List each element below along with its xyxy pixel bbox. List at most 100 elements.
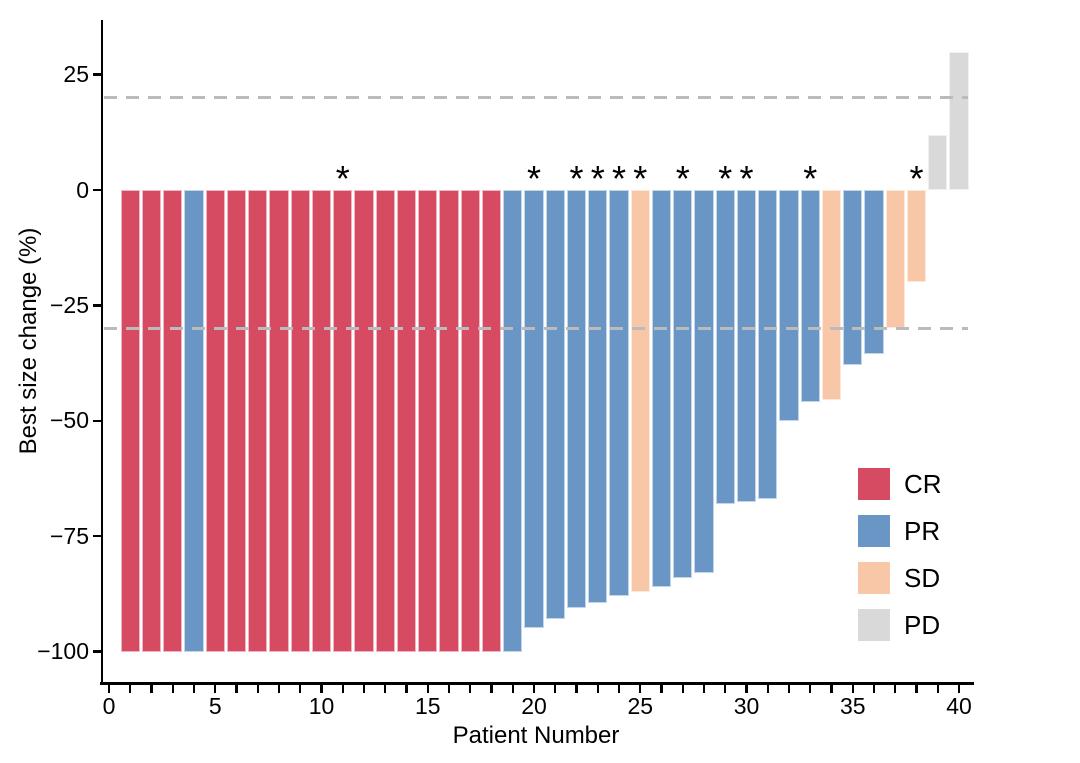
bar-patient-9-cr: [290, 190, 310, 652]
bar-patient-5-cr: [205, 190, 225, 652]
reference-line-plus20: [104, 96, 968, 100]
x-tick-30: [745, 685, 748, 693]
x-tick-26: [660, 685, 663, 693]
x-tick-34: [830, 685, 833, 693]
x-tick-16: [447, 685, 451, 693]
x-tick-label-25: 25: [627, 693, 654, 719]
x-axis-line: [99, 682, 974, 686]
x-tick-9: [299, 685, 302, 693]
x-tick-33: [809, 685, 812, 693]
x-tick-5: [214, 685, 217, 693]
asterisk-patient-20: *: [526, 158, 541, 199]
legend-swatch-cr: [858, 468, 890, 500]
y-tick--100: [92, 650, 101, 653]
bar-patient-38-sd: [906, 190, 927, 283]
y-tick-label--75: −75: [49, 522, 89, 549]
y-tick--25: [92, 304, 101, 307]
x-tick-8: [277, 685, 281, 693]
bar-patient-1-cr: [120, 190, 140, 652]
x-tick-0: [107, 685, 111, 693]
x-tick-4: [192, 685, 196, 693]
x-axis-title: Patient Number: [452, 722, 620, 749]
y-tick--75: [92, 534, 101, 538]
bar-patient-39-pd: [928, 134, 948, 190]
legend-swatch-pd: [858, 609, 890, 641]
x-tick-29: [724, 685, 727, 693]
bar-patient-14-cr: [396, 190, 417, 652]
bar-patient-31-pr: [758, 190, 778, 500]
x-tick-23: [596, 685, 599, 693]
y-tick-label-25: 25: [63, 61, 89, 88]
asterisk-patient-23: *: [590, 158, 605, 199]
bar-patient-35-pr: [843, 190, 863, 366]
asterisk-patient-11: *: [335, 158, 350, 199]
x-tick-21: [554, 685, 557, 693]
x-tick-18: [490, 685, 493, 693]
x-tick-37: [894, 685, 897, 693]
y-tick--50: [92, 419, 101, 422]
x-tick-14: [405, 685, 408, 693]
bar-patient-13-cr: [375, 190, 395, 652]
bar-patient-11-cr: [333, 190, 353, 652]
y-axis-line: [100, 20, 104, 685]
bar-patient-37-sd: [885, 190, 905, 329]
asterisk-patient-24: *: [611, 158, 626, 199]
legend-label-pd: PD: [904, 610, 941, 640]
y-tick-label-0: 0: [76, 176, 89, 203]
x-tick-32: [787, 685, 791, 693]
y-tick-0: [92, 188, 101, 192]
x-tick-20: [532, 685, 536, 693]
bar-patient-6-cr: [226, 190, 247, 652]
x-tick-12: [362, 685, 366, 693]
x-tick-15: [426, 685, 429, 693]
bar-patient-27-pr: [673, 190, 693, 578]
bar-patient-34-sd: [821, 190, 842, 400]
y-axis-title: Best size change (%): [15, 227, 42, 455]
x-tick-label-15: 15: [414, 693, 441, 719]
bar-patient-19-pr: [503, 190, 523, 652]
x-tick-7: [256, 685, 259, 693]
bar-patient-23-pr: [588, 190, 608, 604]
bar-patient-26-pr: [651, 190, 672, 587]
asterisk-patient-30: *: [739, 158, 754, 199]
x-tick-label-40: 40: [946, 693, 972, 719]
x-tick-35: [851, 685, 854, 693]
x-tick-24: [617, 685, 621, 693]
asterisk-patient-22: *: [569, 158, 584, 199]
asterisk-patient-27: *: [675, 158, 690, 199]
bar-patient-7-cr: [248, 190, 268, 652]
x-tick-3: [171, 685, 174, 693]
bar-patient-15-cr: [418, 190, 438, 652]
bar-patient-22-pr: [566, 190, 587, 608]
bar-patient-25-sd: [630, 190, 650, 592]
x-tick-17: [469, 685, 472, 693]
bar-patient-10-cr: [311, 190, 332, 652]
y-tick-label--100: −100: [37, 638, 89, 664]
bar-patient-18-cr: [481, 190, 502, 652]
x-tick-label-20: 20: [521, 693, 547, 719]
x-tick-13: [384, 685, 387, 693]
reference-line-minus30: [104, 326, 968, 331]
y-tick-label--50: −50: [49, 407, 89, 434]
x-tick-label-30: 30: [733, 693, 760, 719]
x-tick-38: [915, 685, 918, 693]
bar-patient-2-cr: [141, 190, 162, 652]
bar-patient-17-cr: [460, 190, 480, 652]
bar-patient-30-pr: [736, 190, 757, 502]
x-tick-label-35: 35: [839, 693, 866, 719]
bar-patient-4-pr: [184, 190, 204, 652]
bar-patient-20-pr: [524, 190, 544, 629]
x-tick-22: [575, 685, 578, 693]
x-tick-39: [936, 685, 939, 693]
x-tick-label-10: 10: [308, 693, 335, 719]
legend-label-sd: SD: [904, 563, 941, 593]
asterisk-patient-25: *: [633, 158, 648, 199]
asterisk-patient-29: *: [718, 158, 733, 199]
x-tick-27: [681, 685, 684, 693]
bar-patient-36-pr: [864, 190, 884, 354]
x-tick-28: [702, 685, 706, 693]
y-tick-label--25: −25: [49, 291, 89, 318]
x-tick-6: [235, 685, 238, 693]
bar-patient-8-cr: [269, 190, 289, 652]
